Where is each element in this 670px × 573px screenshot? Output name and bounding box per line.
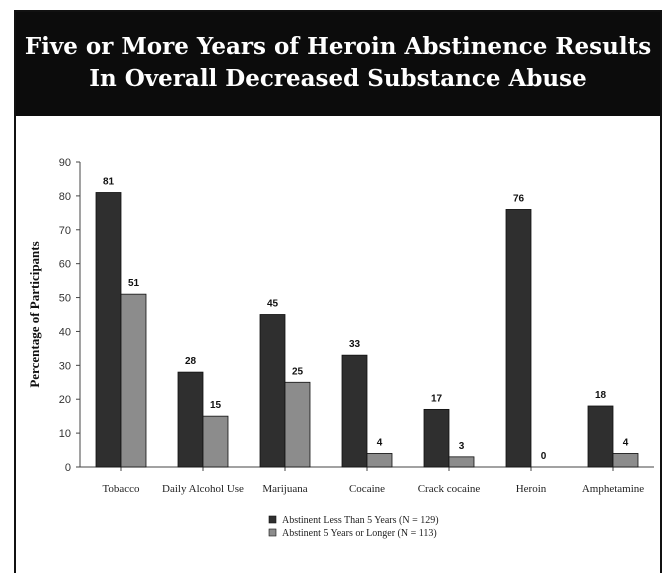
y-tick-label: 90 bbox=[59, 157, 71, 169]
data-label: 76 bbox=[513, 193, 525, 204]
data-label: 18 bbox=[595, 390, 607, 401]
bar-5-years-or-longer bbox=[284, 381, 311, 468]
bar-less-than-5-years bbox=[423, 408, 450, 468]
y-tick-label: 80 bbox=[59, 191, 71, 203]
labels: 81 51 Tobacco 28 15 Daily Alcohol Use 45 25 Mari… bbox=[102, 177, 644, 496]
y-tick-label: 40 bbox=[59, 326, 71, 338]
data-label: 3 bbox=[459, 441, 465, 452]
y-tick-label: 50 bbox=[59, 293, 71, 305]
y-tick-label: 0 bbox=[65, 462, 71, 474]
legend: Abstinent Less Than 5 Years (N = 129) Abs… bbox=[268, 515, 439, 539]
y-tick-label: 60 bbox=[59, 259, 71, 271]
data-label: 25 bbox=[292, 366, 304, 377]
y-tick-label: 20 bbox=[59, 394, 71, 406]
x-tick-label: Marijuana bbox=[262, 483, 307, 495]
bar-less-than-5-years bbox=[587, 405, 614, 468]
legend-entry: Abstinent Less Than 5 Years (N = 129) bbox=[282, 515, 439, 526]
bar-5-years-or-longer bbox=[612, 453, 639, 468]
y-tick-label: 10 bbox=[59, 428, 71, 440]
data-label: 4 bbox=[377, 437, 383, 448]
x-tick-label: Amphetamine bbox=[582, 483, 644, 495]
bar-5-years-or-longer bbox=[366, 453, 393, 468]
bar-less-than-5-years bbox=[341, 354, 368, 468]
data-label: 45 bbox=[267, 299, 279, 310]
legend-swatch bbox=[268, 515, 277, 524]
x-tick-label: Heroin bbox=[516, 483, 547, 495]
x-tick-label: Tobacco bbox=[102, 483, 140, 495]
title-banner: Five or More Years of Heroin Abstinence … bbox=[16, 12, 660, 116]
bar-5-years-or-longer bbox=[448, 456, 475, 468]
data-label: 33 bbox=[349, 339, 361, 350]
bar-5-years-or-longer bbox=[202, 415, 229, 468]
legend-entry: Abstinent 5 Years or Longer (N = 113) bbox=[282, 528, 437, 539]
bar-5-years-or-longer bbox=[120, 293, 147, 468]
data-label: 4 bbox=[623, 437, 629, 448]
bar-less-than-5-years bbox=[505, 209, 532, 468]
data-label: 15 bbox=[210, 400, 222, 411]
x-tick-label: Cocaine bbox=[349, 483, 385, 495]
bar-less-than-5-years bbox=[95, 192, 122, 468]
y-tick-label: 70 bbox=[59, 225, 71, 237]
legend-swatch bbox=[268, 528, 277, 537]
chart-title-line-1: Five or More Years of Heroin Abstinence … bbox=[24, 33, 652, 60]
x-tick-label: Daily Alcohol Use bbox=[162, 483, 244, 495]
data-label: 51 bbox=[128, 278, 140, 289]
x-tick-label: Crack cocaine bbox=[418, 483, 481, 495]
y-axis-label: Percentage of Participants bbox=[27, 241, 42, 387]
data-label: 28 bbox=[185, 356, 197, 367]
chart-title-line-2: In Overall Decreased Substance Abuse bbox=[89, 65, 587, 92]
bar-less-than-5-years bbox=[259, 314, 286, 468]
bars bbox=[95, 192, 639, 468]
data-label: 0 bbox=[541, 451, 547, 462]
bar-less-than-5-years bbox=[177, 371, 204, 468]
y-tick-label: 30 bbox=[59, 360, 71, 372]
chart-frame: Five or More Years of Heroin Abstinence … bbox=[14, 10, 662, 573]
data-label: 17 bbox=[431, 393, 443, 404]
data-label: 81 bbox=[103, 177, 115, 188]
